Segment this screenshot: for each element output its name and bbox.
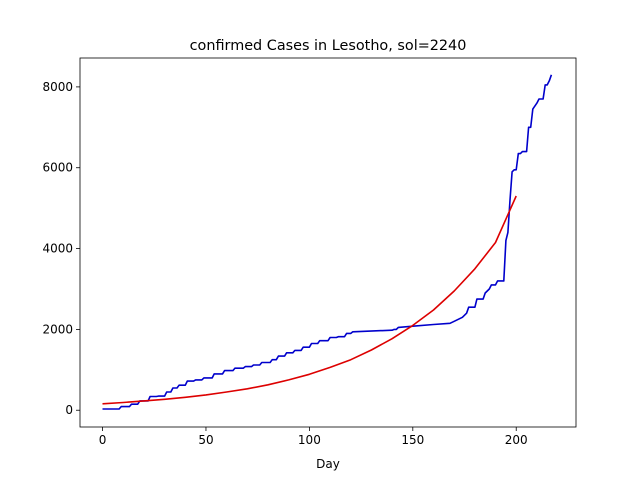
y-tick-label: 6000: [42, 161, 73, 175]
axes-frame: [79, 57, 577, 428]
x-axis-label: Day: [316, 457, 340, 471]
series-line-fit: [102, 195, 517, 405]
x-tick-label: 200: [505, 433, 528, 447]
y-tick-label: 8000: [42, 80, 73, 94]
x-tick-label: 150: [401, 433, 424, 447]
y-tick-label: 4000: [42, 242, 73, 256]
y-tick-label: 0: [65, 403, 73, 417]
y-tick-label: 2000: [42, 322, 73, 336]
series-line-confirmed: [102, 74, 553, 410]
x-tick-label: 0: [99, 433, 107, 447]
x-tick-label: 50: [198, 433, 213, 447]
chart-title: confirmed Cases in Lesotho, sol=2240: [190, 38, 467, 54]
x-tick-label: 100: [298, 433, 321, 447]
